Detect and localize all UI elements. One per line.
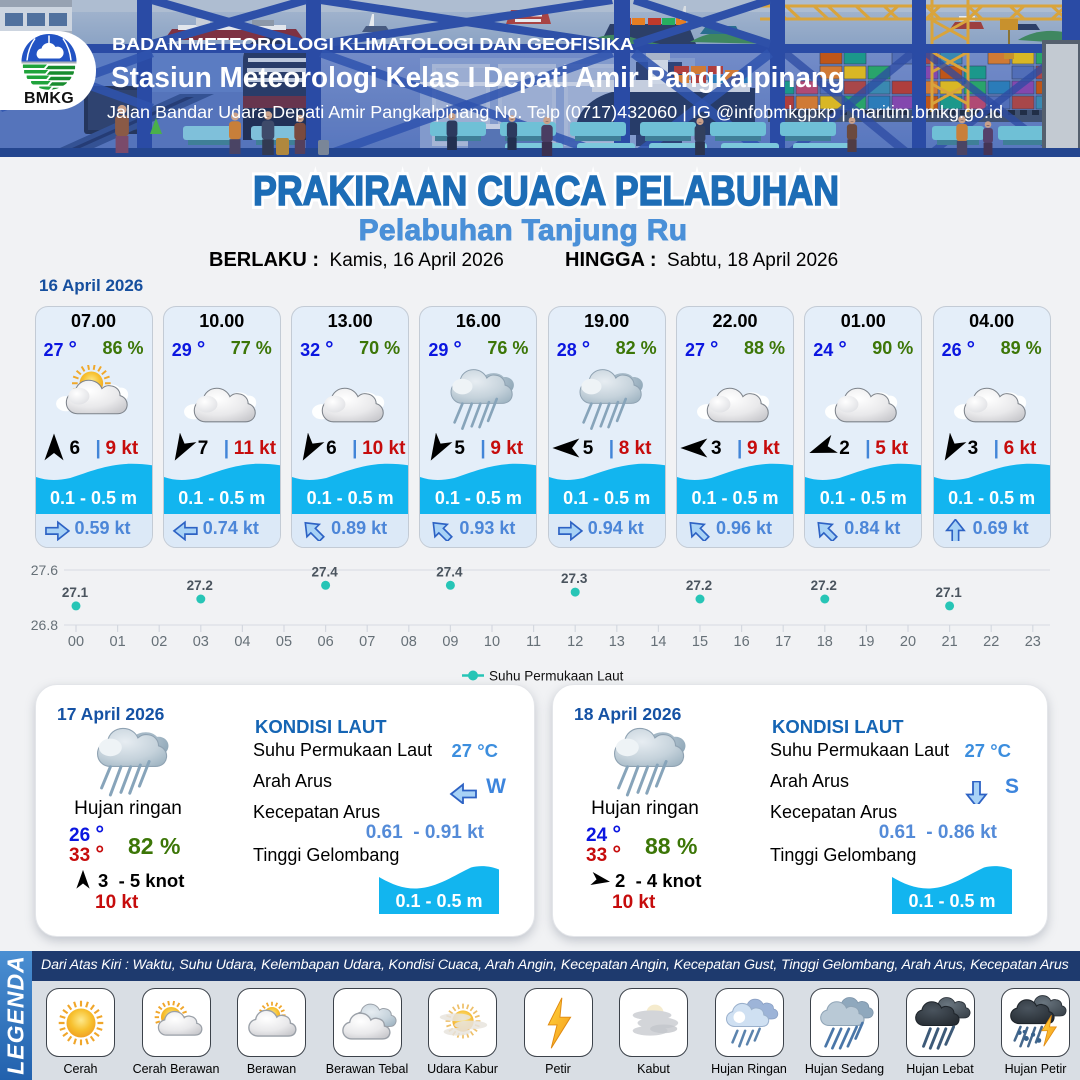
svg-text:27.2: 27.2 [686, 578, 712, 593]
svg-text:27.1: 27.1 [935, 585, 962, 600]
svg-text:Jalan Bandar Udara Depati Amir: Jalan Bandar Udara Depati Amir Pangkalpi… [107, 102, 1003, 122]
svg-text:21: 21 [942, 634, 958, 650]
svg-text:27.4: 27.4 [311, 564, 338, 579]
svg-text:PRAKIRAAN CUACA PELABUHAN: PRAKIRAAN CUACA PELABUHAN [253, 167, 839, 214]
svg-text:22: 22 [983, 634, 999, 650]
svg-text:27.1: 27.1 [62, 585, 89, 600]
svg-text:06: 06 [318, 634, 334, 650]
svg-text:14: 14 [650, 634, 666, 650]
svg-text:27.4: 27.4 [436, 564, 463, 579]
svg-text:05: 05 [276, 634, 292, 650]
svg-text:18: 18 [817, 634, 833, 650]
svg-text:23: 23 [1025, 634, 1041, 650]
svg-text:07: 07 [359, 634, 375, 650]
svg-text:03: 03 [193, 634, 209, 650]
svg-text:27.6: 27.6 [31, 562, 58, 578]
svg-text:08: 08 [401, 634, 417, 650]
svg-text:PRAKIRAAN CUACA PELABUHAN: PRAKIRAAN CUACA PELABUHAN [253, 167, 839, 214]
svg-text:0.1 - 0.5 m: 0.1 - 0.5 m [908, 891, 995, 911]
svg-text:Suhu Permukaan Laut: Suhu Permukaan Laut [489, 669, 624, 684]
svg-text:20: 20 [900, 634, 916, 650]
svg-text:Stasiun Meteorologi Kelas I De: Stasiun Meteorologi Kelas I Depati Amir … [111, 62, 845, 94]
svg-text:09: 09 [442, 634, 458, 650]
svg-text:0.1 - 0.5 m: 0.1 - 0.5 m [395, 891, 482, 911]
svg-text:12: 12 [567, 634, 583, 650]
svg-text:04: 04 [234, 634, 250, 650]
svg-text:11: 11 [526, 634, 541, 650]
svg-text:19: 19 [858, 634, 874, 650]
svg-text:Pelabuhan Tanjung Ru: Pelabuhan Tanjung Ru [359, 214, 688, 247]
svg-text:BMKG: BMKG [24, 90, 74, 107]
svg-text:10: 10 [484, 634, 500, 650]
svg-text:01: 01 [110, 634, 126, 650]
svg-text:17: 17 [775, 634, 791, 650]
svg-text:16: 16 [734, 634, 750, 650]
svg-text:02: 02 [151, 634, 167, 650]
svg-text:27.3: 27.3 [561, 571, 588, 586]
svg-text:26.8: 26.8 [31, 617, 58, 633]
svg-text:BADAN METEOROLOGI KLIMATOLOGI: BADAN METEOROLOGI KLIMATOLOGI DAN GEOFIS… [112, 34, 634, 54]
svg-text:13: 13 [609, 634, 625, 650]
svg-text:15: 15 [692, 634, 708, 650]
svg-text:00: 00 [68, 634, 84, 650]
svg-text:27.2: 27.2 [187, 578, 213, 593]
svg-text:27.2: 27.2 [811, 578, 837, 593]
